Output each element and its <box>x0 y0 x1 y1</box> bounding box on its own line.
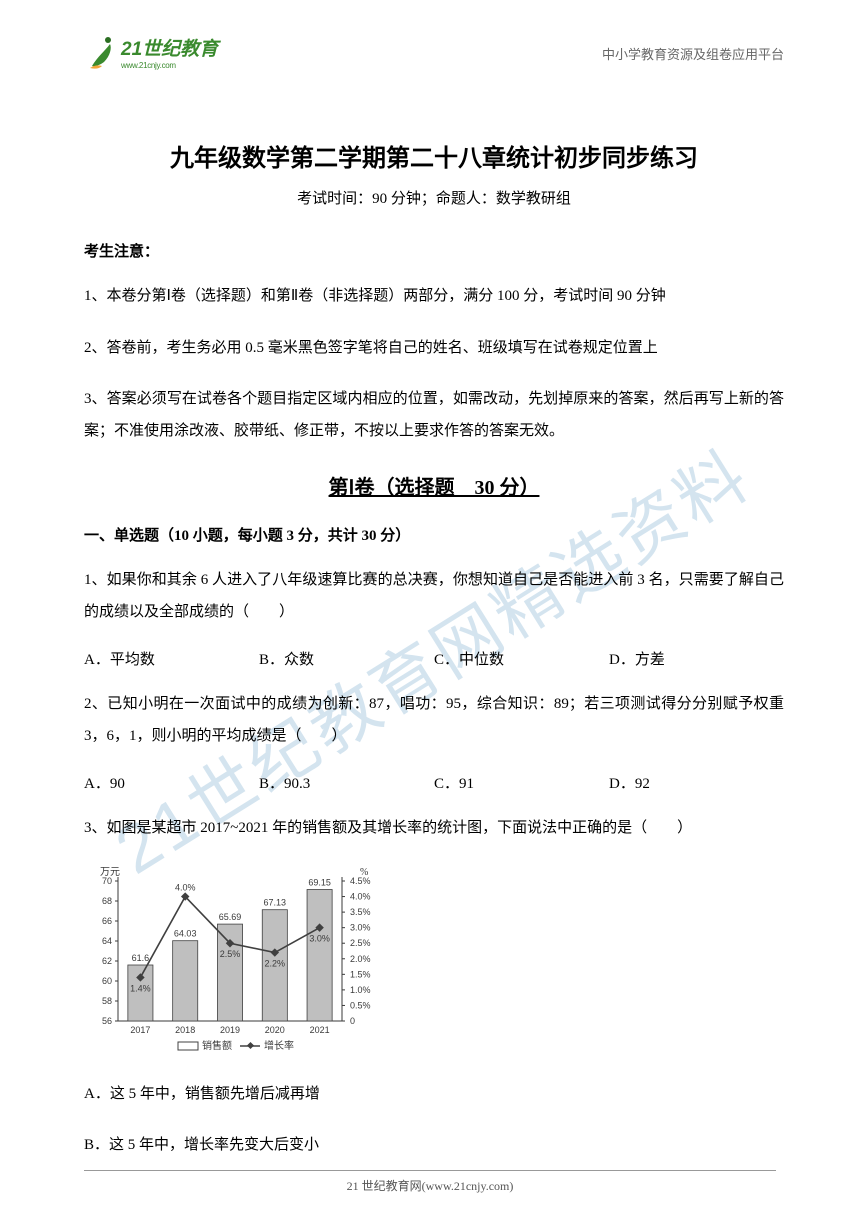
svg-text:2021: 2021 <box>310 1025 330 1035</box>
svg-text:4.5%: 4.5% <box>350 876 371 886</box>
svg-text:62: 62 <box>102 956 112 966</box>
header-right-text: 中小学教育资源及组卷应用平台 <box>602 44 784 63</box>
page: 21世纪教育 www.21cnjy.com 中小学教育资源及组卷应用平台 九年级… <box>0 0 860 1162</box>
svg-text:2018: 2018 <box>175 1025 195 1035</box>
header: 21世纪教育 www.21cnjy.com 中小学教育资源及组卷应用平台 <box>84 28 784 78</box>
svg-text:68: 68 <box>102 896 112 906</box>
q2-opt-a: A．90 <box>84 772 259 793</box>
svg-text:3.0%: 3.0% <box>309 933 330 943</box>
footer: 21 世纪教育网(www.21cnjy.com) <box>0 1170 860 1194</box>
sales-chart: 万元%565860626466687000.5%1.0%1.5%2.0%2.5%… <box>84 863 384 1061</box>
logo-icon <box>84 34 118 72</box>
page-title: 九年级数学第二学期第二十八章统计初步同步练习 <box>84 138 784 173</box>
svg-text:2017: 2017 <box>130 1025 150 1035</box>
q1-opt-c: C．中位数 <box>434 648 609 669</box>
svg-text:1.5%: 1.5% <box>350 969 371 979</box>
q1-opt-b: B．众数 <box>259 648 434 669</box>
svg-text:3.0%: 3.0% <box>350 922 371 932</box>
q2-opt-c: C．91 <box>434 772 609 793</box>
svg-text:销售额: 销售额 <box>202 1039 232 1052</box>
q1-opt-a: A．平均数 <box>84 648 259 669</box>
footer-text: 21 世纪教育网(www.21cnjy.com) <box>0 1177 860 1194</box>
svg-text:58: 58 <box>102 996 112 1006</box>
svg-text:1.0%: 1.0% <box>350 984 371 994</box>
svg-text:60: 60 <box>102 976 112 986</box>
svg-text:2.5%: 2.5% <box>350 938 371 948</box>
svg-text:3.5%: 3.5% <box>350 907 371 917</box>
svg-text:2.2%: 2.2% <box>265 958 286 968</box>
logo-text: 21世纪教育 www.21cnjy.com <box>121 34 218 70</box>
svg-text:69.15: 69.15 <box>308 877 331 887</box>
svg-text:0.5%: 0.5% <box>350 1000 371 1010</box>
notice-1: 1、本卷分第Ⅰ卷（选择题）和第Ⅱ卷（非选择题）两部分，满分 100 分，考试时间… <box>84 281 784 313</box>
question-2: 2、已知小明在一次面试中的成绩为创新：87，唱功：95，综合知识：89；若三项测… <box>84 689 784 752</box>
svg-text:2.5%: 2.5% <box>220 949 241 959</box>
notice-heading: 考生注意： <box>84 240 784 261</box>
question-1-options: A．平均数 B．众数 C．中位数 D．方差 <box>84 648 784 669</box>
svg-text:1.4%: 1.4% <box>130 983 151 993</box>
q1-opt-d: D．方差 <box>609 648 784 669</box>
svg-text:70: 70 <box>102 876 112 886</box>
logo-url: www.21cnjy.com <box>121 61 218 70</box>
svg-text:2020: 2020 <box>265 1025 285 1035</box>
question-1: 1、如果你和其余 6 人进入了八年级速算比赛的总决赛，你想知道自己是否能进入前 … <box>84 565 784 628</box>
svg-text:2019: 2019 <box>220 1025 240 1035</box>
svg-text:增长率: 增长率 <box>264 1039 294 1052</box>
svg-text:0: 0 <box>350 1016 355 1026</box>
logo-label: 21世纪教育 <box>121 34 218 61</box>
question-2-options: A．90 B．90.3 C．91 D．92 <box>84 772 784 793</box>
svg-text:66: 66 <box>102 916 112 926</box>
svg-text:4.0%: 4.0% <box>175 882 196 892</box>
page-subtitle: 考试时间：90 分钟；命题人：数学教研组 <box>84 187 784 208</box>
q2-opt-b: B．90.3 <box>259 772 434 793</box>
svg-text:61.6: 61.6 <box>132 953 150 963</box>
svg-text:67.13: 67.13 <box>264 897 287 907</box>
subsection-1: 一、单选题（10 小题，每小题 3 分，共计 30 分） <box>84 524 784 545</box>
logo: 21世纪教育 www.21cnjy.com <box>84 34 218 72</box>
footer-divider <box>84 1170 776 1171</box>
notice-3: 3、答案必须写在试卷各个题目指定区域内相应的位置，如需改动，先划掉原来的答案，然… <box>84 384 784 447</box>
q3-opt-a: A．这 5 年中，销售额先增后减再增 <box>84 1079 784 1111</box>
svg-text:2.0%: 2.0% <box>350 953 371 963</box>
q3-opt-b: B．这 5 年中，增长率先变大后变小 <box>84 1130 784 1162</box>
section-1-title: 第Ⅰ卷（选择题 30 分） <box>84 471 784 500</box>
svg-text:56: 56 <box>102 1016 112 1026</box>
q2-opt-d: D．92 <box>609 772 784 793</box>
svg-text:64.03: 64.03 <box>174 928 197 938</box>
svg-text:65.69: 65.69 <box>219 912 242 922</box>
svg-text:64: 64 <box>102 936 112 946</box>
notice-2: 2、答卷前，考生务必用 0.5 毫米黑色签字笔将自己的姓名、班级填写在试卷规定位… <box>84 333 784 365</box>
question-3: 3、如图是某超市 2017~2021 年的销售额及其增长率的统计图，下面说法中正… <box>84 813 784 845</box>
svg-text:4.0%: 4.0% <box>350 891 371 901</box>
